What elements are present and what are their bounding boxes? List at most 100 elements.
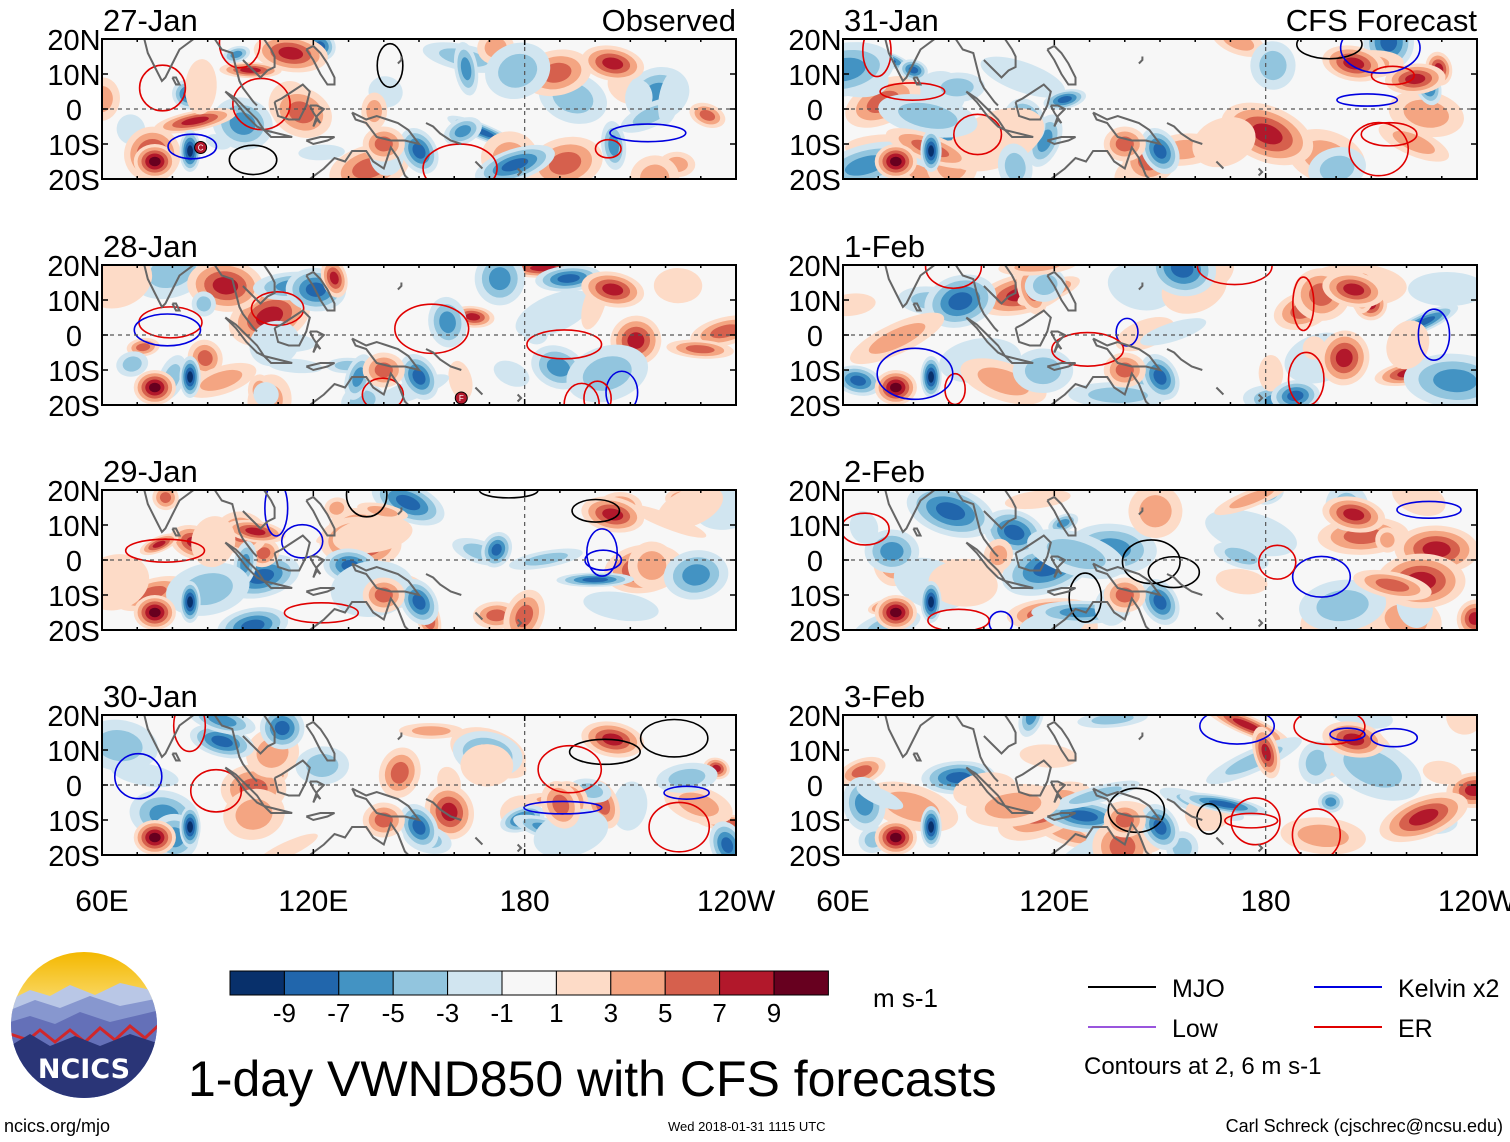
colorbar-swatch: [283, 970, 340, 996]
coastline: [1257, 393, 1264, 403]
wave-contour: [537, 744, 603, 794]
wave-contour: [228, 144, 278, 176]
anomaly-patch: [122, 356, 142, 372]
coastlines: [883, 715, 1264, 855]
coastline: [397, 56, 403, 65]
coastline: [1035, 145, 1151, 179]
coastline: [213, 39, 258, 107]
colorbar-tick-label: -5: [382, 998, 405, 1028]
wave-contour: [250, 291, 305, 327]
coastline: [1035, 596, 1151, 630]
colorbar-swatch: [501, 970, 557, 996]
coastline: [1138, 56, 1144, 65]
coastlines: [142, 265, 523, 405]
anomaly-patch: [928, 821, 934, 833]
anomaly-patch: [411, 726, 451, 736]
coastline: [351, 787, 422, 822]
wave-contour: [138, 64, 187, 112]
wave-contour: [1329, 727, 1366, 742]
lat-label: 20S: [48, 391, 100, 423]
lat-label: 10N: [47, 286, 100, 318]
vwnd-field: [102, 39, 726, 179]
anomaly-patch: [149, 156, 161, 167]
anomaly-patch: [637, 551, 667, 580]
anomaly-patch: [693, 490, 736, 530]
coastline: [912, 527, 923, 537]
wave-contour: [1107, 787, 1166, 834]
anomaly-patch: [412, 594, 426, 610]
wave-contour: [1196, 265, 1273, 286]
coastline: [883, 715, 937, 759]
anomaly-patch: [1464, 784, 1477, 797]
coastline: [1004, 355, 1034, 364]
anomaly-patch: [980, 56, 1066, 98]
anomaly-patch: [465, 313, 481, 321]
lat-label: 0: [66, 771, 82, 803]
lat-label: 20S: [789, 841, 841, 873]
anomaly-patch: [1422, 541, 1451, 558]
coastline: [1046, 587, 1076, 597]
anomaly-patch: [1153, 143, 1167, 159]
lat-label: 10S: [48, 130, 100, 162]
anomaly-patch: [1232, 718, 1262, 732]
storm-marker: [194, 141, 208, 154]
coastline: [1004, 805, 1034, 814]
coastline: [1046, 136, 1076, 146]
anomaly-patch: [298, 144, 345, 161]
colorbar-swatch: [338, 970, 394, 996]
anomaly-patch: [448, 360, 473, 400]
lat-label: 20N: [47, 251, 100, 283]
coastlines: [883, 39, 1264, 179]
anomaly-patch: [288, 101, 315, 124]
legend: MJO Kelvin x2 Low ER: [1088, 975, 1499, 1043]
wave-contour: [264, 490, 289, 537]
anomaly-patch: [1046, 539, 1106, 570]
colorbar-swatch: [610, 970, 666, 996]
anomaly-patch: [1091, 715, 1134, 725]
coastline: [308, 555, 326, 578]
anomaly-patch: [1403, 99, 1449, 128]
anomaly-patch: [412, 143, 426, 159]
coastline: [294, 145, 410, 179]
coastline: [142, 490, 196, 534]
anomaly-patch: [557, 274, 580, 283]
lat-label: 20S: [789, 165, 841, 197]
coastline: [308, 330, 326, 353]
coastline: [305, 495, 336, 537]
coastline: [351, 111, 422, 146]
coastline: [1049, 780, 1067, 803]
colorbar-swatch: [447, 970, 503, 996]
coastline: [983, 265, 1017, 305]
anomaly-patch: [682, 564, 710, 586]
coastline: [308, 104, 326, 127]
anomaly-patch: [329, 271, 339, 285]
wave-contour: [124, 538, 206, 563]
coastline: [474, 611, 484, 621]
lat-label: 10N: [788, 511, 841, 543]
anomaly-patch: [552, 794, 570, 815]
wave-contour: [280, 523, 324, 559]
anomaly-patch: [1172, 837, 1192, 855]
lat-label: 0: [807, 546, 823, 578]
coastline: [142, 265, 196, 309]
lat-label: 0: [66, 321, 82, 353]
coastline: [1092, 562, 1163, 597]
lat-label: 10N: [47, 511, 100, 543]
coastline: [1049, 555, 1067, 578]
anomaly-patch: [1375, 578, 1410, 592]
anomaly-patch: [1380, 39, 1398, 52]
coastline: [397, 282, 403, 291]
coastline: [1046, 812, 1076, 822]
lat-label: 10N: [47, 60, 100, 92]
anomaly-patch: [486, 609, 507, 622]
coastline: [171, 76, 182, 86]
anomaly-patch: [1297, 824, 1349, 848]
anomaly-patch: [159, 492, 172, 503]
coastline: [242, 39, 276, 79]
lon-label: 60E: [816, 885, 869, 918]
anomaly-patch: [548, 151, 582, 175]
logo-text: NCICS: [38, 1054, 130, 1085]
wave-contour: [568, 738, 641, 766]
